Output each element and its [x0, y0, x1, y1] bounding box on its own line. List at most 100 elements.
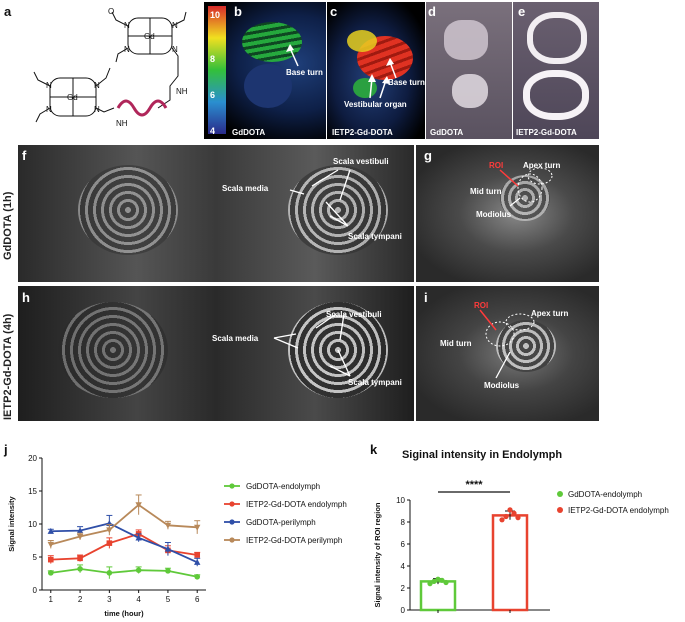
- legend-label: IETP2-Gd-DOTA endolymph: [246, 500, 347, 509]
- panel-h-scala-tympani: Scala tympani: [348, 378, 402, 387]
- panel-label-i: i: [424, 290, 428, 305]
- panel-g-overlay: [499, 167, 553, 207]
- row-label-bottom: IETP2-Gd-DOTA (4h): [2, 313, 14, 420]
- legend-marker: [229, 537, 235, 543]
- legend-label: GdDOTA-perilymph: [246, 518, 316, 527]
- data-point: [76, 533, 84, 540]
- legend-marker: [229, 483, 235, 489]
- legend-marker: [229, 501, 235, 507]
- legend-label: GdDOTA-endolymph: [568, 490, 642, 499]
- data-point: [164, 545, 172, 552]
- y-tick-label: 5: [33, 553, 38, 562]
- y-tick-label: 4: [401, 562, 406, 571]
- x-tick-label: 4: [136, 595, 141, 604]
- bar-data-point: [439, 577, 445, 583]
- atom-gd-2: Gd: [67, 93, 78, 102]
- data-point: [76, 527, 84, 534]
- data-point: [164, 522, 172, 529]
- panel-i-apex: Apex turn: [531, 309, 569, 318]
- bar-data-point: [427, 581, 433, 587]
- colorbar-tick-10: 10: [210, 10, 221, 20]
- bar-data-point: [435, 576, 441, 582]
- panel-f-scala-media: Scala media: [222, 184, 269, 193]
- atom-n-7: N: [46, 105, 52, 114]
- data-point: [47, 556, 54, 563]
- x-tick-label: 1: [49, 595, 54, 604]
- y-tick-label: 10: [28, 520, 37, 529]
- colorbar-tick-4: 4: [210, 126, 216, 136]
- bar-0: [419, 580, 457, 612]
- chart-title: Siginal intensity in Endolymph: [402, 449, 562, 461]
- panel-b-arrow: [286, 44, 299, 67]
- y-tick-label: 15: [28, 487, 37, 496]
- panel-b-base-turn: Base turn: [286, 68, 323, 77]
- y-tick-label: 20: [28, 454, 37, 463]
- panel-i-roi: ROI: [474, 301, 489, 310]
- panel-e-caption: IETP2-Gd-DOTA: [516, 128, 577, 137]
- x-tick-label: 2: [78, 595, 83, 604]
- chemical-structure: Gd Gd N N N N N N N N O NH NH: [33, 8, 188, 128]
- colorbar-tick-8: 8: [210, 54, 216, 64]
- legend-label: IETP2-Gd-DOTA perilymph: [246, 536, 342, 545]
- panel-label-a: a: [4, 4, 12, 19]
- y-tick-label: 8: [401, 518, 406, 527]
- panel-b-caption: GdDOTA: [232, 128, 266, 137]
- panel-label-h: h: [22, 290, 30, 305]
- data-point: [194, 558, 201, 565]
- atom-n-6: N: [94, 81, 100, 90]
- bar-data-point: [503, 513, 509, 520]
- significance-label: ****: [465, 479, 483, 491]
- bar-data-point: [511, 510, 517, 516]
- data-point: [106, 527, 113, 534]
- series-line-2: [50, 522, 198, 564]
- bar-data-point: [499, 517, 505, 523]
- x-axis-label: time (hour): [104, 609, 144, 618]
- panel-f-arrows: [289, 169, 351, 227]
- panel-f-scala-vestibuli: Scala vestibuli: [333, 157, 389, 166]
- data-point: [47, 527, 54, 534]
- bar-data-point: [507, 507, 513, 513]
- panel-label-g: g: [424, 148, 432, 163]
- atom-nh-2: NH: [116, 119, 128, 128]
- panel-h-image: [18, 286, 414, 421]
- panel-label-d: d: [428, 4, 436, 19]
- x-tick-label: 6: [195, 595, 200, 604]
- panel-c-caption: IETP2-Gd-DOTA: [332, 128, 393, 137]
- legend-label: IETP2-Gd-DOTA endolymph: [568, 506, 669, 515]
- panel-i-image: [416, 286, 599, 421]
- panel-d-caption: GdDOTA: [430, 128, 464, 137]
- atom-nh-1: NH: [176, 87, 188, 96]
- data-point: [165, 568, 171, 574]
- panel-g-mid: Mid turn: [470, 187, 502, 196]
- panel-i-modiolus: Modiolus: [484, 381, 520, 390]
- panel-label-b: b: [234, 4, 242, 19]
- data-point: [135, 567, 142, 573]
- panel-d-image: [426, 2, 512, 139]
- legend-label: GdDOTA-endolymph: [246, 482, 320, 491]
- panel-label-e: e: [518, 4, 526, 19]
- chart-j: 0 5 10 15 20 1 2 3 4 5 6 time (hour) Signal intensit…: [7, 454, 347, 618]
- data-point: [77, 566, 83, 572]
- series-line-0: [50, 567, 198, 578]
- atom-n-5: N: [46, 81, 52, 90]
- panel-e-image: [513, 2, 599, 139]
- y-tick-label: 0: [33, 586, 38, 595]
- panel-f-image: [18, 145, 414, 282]
- data-point: [77, 555, 83, 562]
- y-axis-label: Signal intensity of ROI region: [373, 502, 382, 607]
- data-point: [194, 552, 201, 558]
- series-line-3: [50, 503, 198, 546]
- data-point: [106, 540, 113, 546]
- colorbar: [208, 6, 226, 134]
- atom-n-3: N: [124, 45, 130, 54]
- panel-i-mid: Mid turn: [440, 339, 472, 348]
- bar-data-point: [443, 579, 449, 586]
- panel-b-image: [204, 2, 326, 139]
- bar-data-point: [431, 578, 437, 584]
- legend-marker: [557, 507, 563, 513]
- atom-n-2: N: [172, 21, 178, 30]
- y-tick-label: 2: [401, 584, 406, 593]
- panel-g-modiolus: Modiolus: [476, 210, 512, 219]
- legend-marker: [229, 519, 235, 525]
- data-point: [135, 534, 142, 541]
